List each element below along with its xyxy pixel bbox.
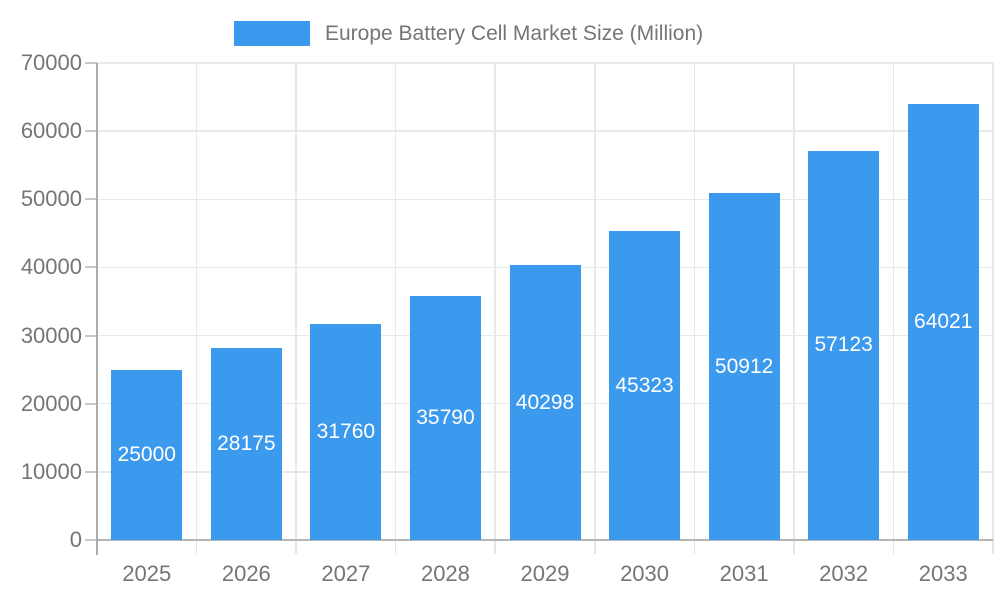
y-axis-tick (85, 198, 97, 201)
bar-2026[interactable]: 28175 (210, 348, 282, 540)
bar-value-label: 40298 (515, 390, 575, 414)
x-axis-tick (295, 540, 297, 554)
x-axis-line (97, 539, 993, 541)
x-axis-label: 2032 (819, 561, 869, 586)
x-axis-label: 2025 (122, 561, 172, 586)
bar-value-label: 45323 (615, 373, 674, 397)
legend-label: Europe Battery Cell Market Size (Million… (325, 22, 704, 45)
y-axis-tick (85, 130, 97, 133)
y-axis-tick (85, 402, 97, 405)
x-axis-tick (992, 540, 994, 554)
x-gridline (693, 63, 696, 540)
x-axis-label: 2030 (620, 561, 670, 586)
y-axis-label: 70000 (20, 50, 82, 75)
y-gridline (97, 198, 993, 201)
y-axis-label: 10000 (20, 458, 82, 484)
bar-2031[interactable]: 50912 (708, 193, 780, 540)
x-axis-tick (793, 540, 795, 554)
y-gridline (97, 62, 993, 64)
x-gridline (295, 63, 297, 540)
bar-2025[interactable]: 25000 (111, 369, 183, 540)
x-axis-label: 2033 (918, 561, 968, 586)
bar-2033[interactable]: 64021 (907, 103, 979, 540)
y-axis-label: 60000 (20, 118, 82, 144)
x-axis-label: 2026 (221, 561, 271, 586)
x-axis-tick (693, 540, 696, 554)
x-axis-tick (594, 540, 596, 554)
x-axis-tick (494, 540, 496, 554)
bar-value-label: 28175 (217, 431, 276, 455)
x-gridline (793, 63, 795, 540)
y-axis-tick (85, 62, 97, 64)
bar-value-label: 64021 (914, 309, 973, 333)
chart-legend[interactable]: Europe Battery Cell Market Size (Million… (234, 21, 703, 46)
y-axis-tick (85, 539, 97, 541)
bar-value-label: 35790 (416, 406, 475, 430)
y-gridline (97, 130, 993, 132)
y-axis-label: 20000 (20, 390, 82, 416)
x-gridline (394, 63, 397, 540)
bar-value-label: 57123 (814, 333, 873, 357)
y-axis-tick (85, 266, 97, 269)
x-gridline (992, 63, 994, 540)
bar-value-label: 50912 (714, 354, 774, 378)
y-axis-label: 50000 (20, 186, 82, 212)
bar-2032[interactable]: 57123 (808, 150, 880, 540)
x-axis-label: 2031 (719, 561, 769, 586)
y-axis-label: 0 (69, 527, 82, 552)
bar-2030[interactable]: 45323 (609, 231, 681, 540)
bar-value-label: 25000 (117, 442, 176, 466)
bar-2029[interactable]: 40298 (509, 265, 581, 540)
x-axis-label: 2027 (321, 561, 371, 586)
y-axis-label: 40000 (20, 254, 82, 280)
y-axis-tick (85, 334, 97, 337)
x-gridline (494, 63, 496, 540)
x-axis-tick (394, 540, 397, 554)
y-axis-label: 30000 (20, 322, 82, 348)
x-axis-label: 2029 (520, 561, 570, 586)
x-axis-tick (892, 540, 895, 554)
legend-swatch[interactable] (234, 21, 310, 46)
y-axis-tick (85, 470, 97, 473)
x-gridline (892, 63, 895, 540)
x-gridline (594, 63, 596, 540)
bar-2027[interactable]: 31760 (310, 323, 382, 540)
bar-value-label: 31760 (316, 419, 376, 443)
x-axis-tick (195, 540, 198, 554)
x-axis-label: 2028 (420, 561, 470, 586)
x-gridline (195, 63, 198, 540)
bar-2028[interactable]: 35790 (409, 296, 481, 540)
y-axis-line (96, 63, 98, 555)
